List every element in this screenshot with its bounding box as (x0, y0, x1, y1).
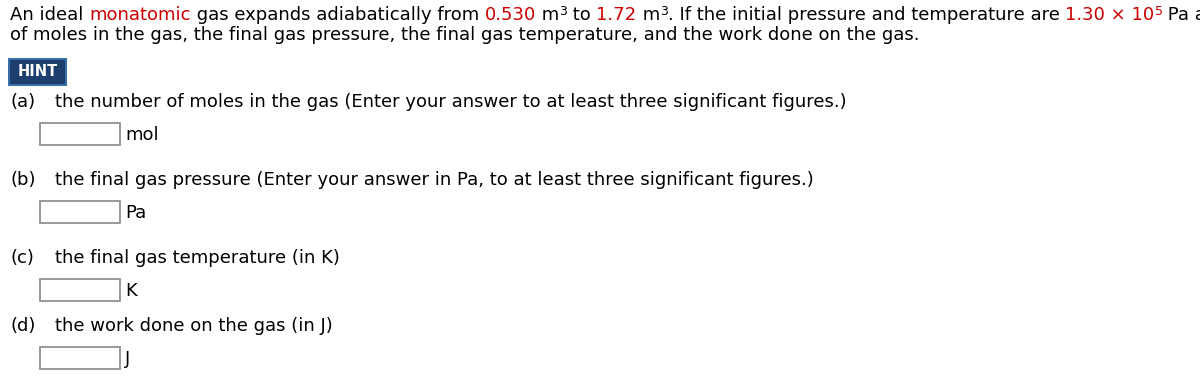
Text: 3: 3 (559, 5, 568, 18)
Text: m: m (637, 6, 660, 24)
Text: 1.30 × 10: 1.30 × 10 (1066, 6, 1154, 24)
Text: the final gas temperature (in K): the final gas temperature (in K) (55, 249, 340, 267)
Text: 5: 5 (1154, 5, 1163, 18)
FancyBboxPatch shape (8, 58, 67, 86)
Text: monatomic: monatomic (89, 6, 191, 24)
Text: (a): (a) (10, 93, 35, 111)
Text: the number of moles in the gas (Enter your answer to at least three significant : the number of moles in the gas (Enter yo… (55, 93, 847, 111)
Text: HINT: HINT (17, 65, 58, 79)
Text: the work done on the gas (in J): the work done on the gas (in J) (55, 317, 332, 335)
FancyBboxPatch shape (40, 279, 120, 301)
FancyBboxPatch shape (40, 347, 120, 369)
Text: J: J (125, 349, 131, 368)
Text: Pa: Pa (125, 204, 146, 221)
Text: . If the initial pressure and temperature are: . If the initial pressure and temperatur… (667, 6, 1066, 24)
Text: of moles in the gas, the final gas pressure, the final gas temperature, and the : of moles in the gas, the final gas press… (10, 26, 919, 44)
Text: Pa and: Pa and (1163, 6, 1200, 24)
Text: 3: 3 (660, 5, 667, 18)
FancyBboxPatch shape (10, 60, 65, 84)
Text: mol: mol (125, 125, 158, 144)
Text: K: K (125, 281, 137, 300)
Text: the final gas pressure (Enter your answer in Pa, to at least three significant f: the final gas pressure (Enter your answe… (55, 171, 814, 189)
FancyBboxPatch shape (40, 123, 120, 145)
Text: gas expands adiabatically from: gas expands adiabatically from (191, 6, 485, 24)
Text: 0.530: 0.530 (485, 6, 536, 24)
Text: An ideal: An ideal (10, 6, 89, 24)
Text: 1.72: 1.72 (596, 6, 637, 24)
FancyBboxPatch shape (40, 201, 120, 223)
Text: (b): (b) (10, 171, 36, 189)
Text: to: to (568, 6, 596, 24)
Text: (d): (d) (10, 317, 35, 335)
Text: (c): (c) (10, 249, 34, 267)
Text: m: m (536, 6, 559, 24)
